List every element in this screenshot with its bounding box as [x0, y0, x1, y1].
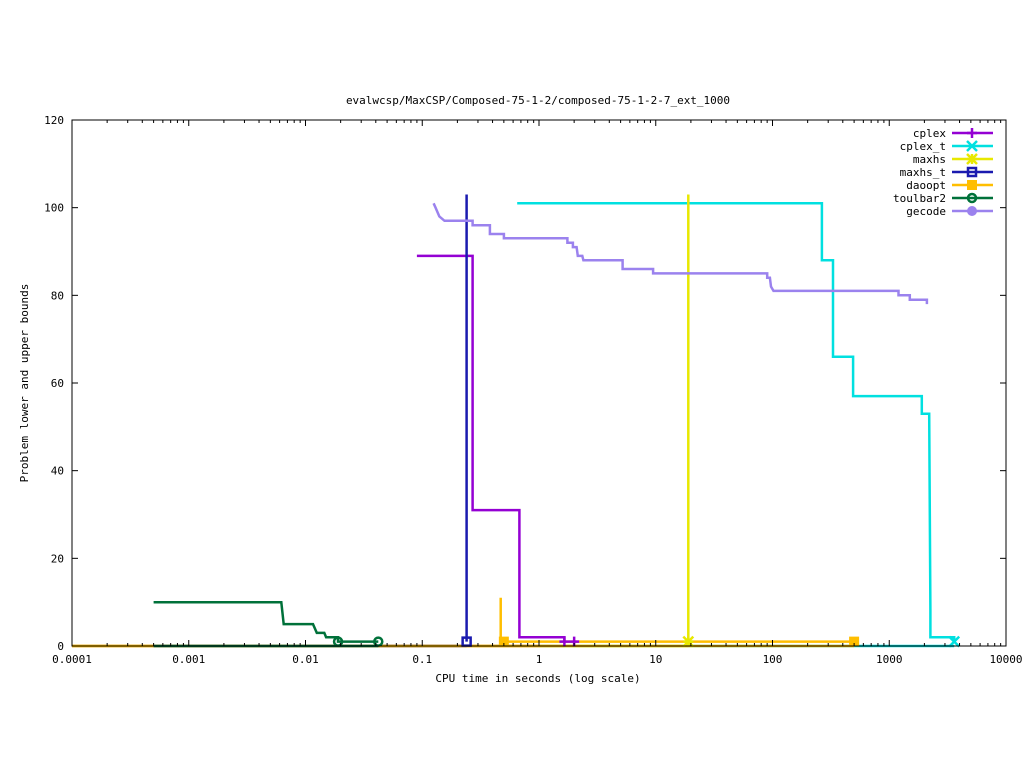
legend-label-daoopt: daoopt [906, 179, 946, 192]
x-tick-label: 0.001 [172, 653, 205, 666]
plot-markers [332, 635, 961, 648]
y-tick-label: 100 [44, 202, 64, 215]
legend-label-cplex_t: cplex_t [900, 140, 946, 153]
x-tick-label: 1 [536, 653, 543, 666]
legend-marker-cplex_t [966, 140, 978, 152]
data-point-daoopt [849, 636, 860, 647]
chart-title: evalwcsp/MaxCSP/Composed-75-1-2/composed… [346, 94, 730, 107]
x-tick-label: 10 [649, 653, 662, 666]
x-axis-label: CPU time in seconds (log scale) [435, 672, 640, 685]
series-line-cplex_t [517, 202, 956, 642]
legend-marker-daoopt [967, 180, 977, 190]
y-axis: 0 20 40 60 80 100 120 [44, 114, 1006, 653]
data-point-cplex [559, 636, 570, 647]
series-line-cplex [416, 254, 566, 642]
x-tick-label: 0.0001 [52, 653, 92, 666]
legend-marker-maxhs [966, 153, 978, 165]
x-tick-label: 0.1 [412, 653, 432, 666]
x-tick-label: 1000 [876, 653, 903, 666]
x-tick-label: 10000 [989, 653, 1022, 666]
y-tick-label: 60 [51, 377, 64, 390]
legend-marker-toulbar2 [966, 192, 978, 204]
x-axis: 0.0001 0.001 0.01 0.1 1 10 100 1000 10000 [52, 120, 1023, 666]
x-tick-label: 100 [763, 653, 783, 666]
data-point-maxhs_t [461, 636, 472, 647]
plot-lines [72, 194, 956, 648]
legend: cplexcplex_tmaxhsmaxhs_tdaoopttoulbar2ge… [893, 127, 993, 218]
series-line-gecode [432, 202, 929, 305]
legend-marker-cplex [967, 128, 977, 138]
y-tick-label: 80 [51, 289, 64, 302]
legend-label-maxhs_t: maxhs_t [900, 166, 946, 179]
legend-label-toulbar2: toulbar2 [893, 192, 946, 205]
legend-label-cplex: cplex [913, 127, 946, 140]
series-line-daoopt [499, 597, 855, 643]
plot-frame [71, 119, 1007, 647]
x-tick-label: 0.01 [292, 653, 319, 666]
series-line-toulbar2 [153, 600, 379, 643]
y-tick-label: 20 [51, 552, 64, 565]
y-axis-label: Problem lower and upper bounds [18, 284, 31, 483]
data-point-cplex_t [948, 635, 961, 648]
data-point-daoopt [498, 636, 509, 647]
y-tick-label: 40 [51, 465, 64, 478]
legend-marker-maxhs_t [966, 166, 978, 178]
y-tick-label: 0 [57, 640, 64, 653]
data-point-maxhs [682, 635, 695, 648]
legend-marker-gecode [967, 206, 977, 216]
legend-label-gecode: gecode [906, 205, 946, 218]
legend-label-maxhs: maxhs [913, 153, 946, 166]
y-tick-label: 120 [44, 114, 64, 127]
